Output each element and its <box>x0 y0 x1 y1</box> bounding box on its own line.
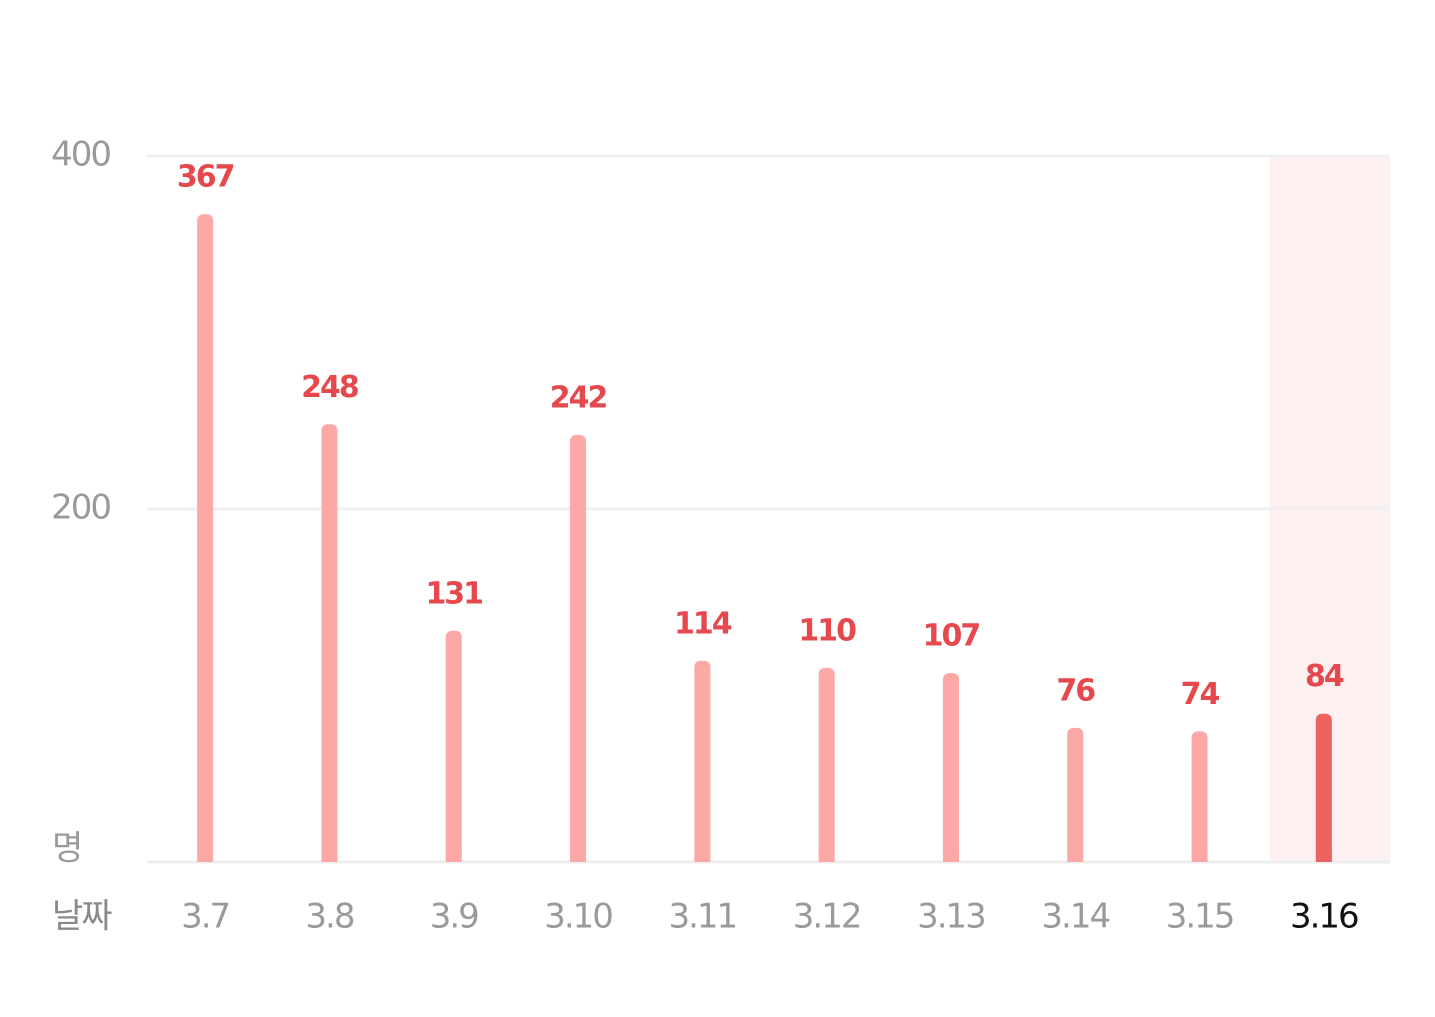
bar <box>445 630 462 862</box>
bar <box>818 667 835 862</box>
value-label: 84 <box>1305 659 1344 694</box>
value-label: 242 <box>550 380 607 415</box>
bar-foot <box>942 854 959 862</box>
value-label: 114 <box>674 606 732 641</box>
value-label: 248 <box>301 370 359 405</box>
bar <box>321 424 338 862</box>
value-label: 107 <box>923 619 980 654</box>
bar-foot <box>694 854 711 862</box>
x-tick-label: 3.14 <box>1041 897 1109 937</box>
bar-foot <box>818 854 835 862</box>
x-tick-label: 3.11 <box>668 897 736 937</box>
bar-foot <box>197 854 214 862</box>
bar <box>1315 713 1332 862</box>
bar <box>197 214 214 862</box>
y-tick-label: 200 <box>51 488 110 528</box>
value-label: 76 <box>1056 673 1095 708</box>
x-tick-label: 3.10 <box>544 897 612 937</box>
bar <box>1191 731 1208 862</box>
x-axis-label: 날짜 <box>52 897 112 937</box>
x-tick-label: 3.9 <box>430 897 478 937</box>
bar <box>1067 727 1084 862</box>
x-tick-label: 3.16 <box>1290 897 1358 937</box>
bar <box>942 673 959 862</box>
bar-foot <box>1067 854 1084 862</box>
bar-foot <box>570 854 587 862</box>
bar-foot <box>321 854 338 862</box>
value-label: 110 <box>798 613 856 648</box>
x-tick-label: 3.8 <box>305 897 353 937</box>
value-label: 131 <box>425 576 482 611</box>
x-tick-label: 3.13 <box>917 897 985 937</box>
bar <box>694 660 711 862</box>
y-tick-label: 400 <box>51 135 110 175</box>
x-tick-label: 3.7 <box>181 897 229 937</box>
value-label: 367 <box>177 160 234 195</box>
x-tick-label: 3.15 <box>1166 897 1234 937</box>
x-tick-label: 3.12 <box>793 897 861 937</box>
value-label: 74 <box>1181 677 1220 712</box>
bar-foot <box>445 854 462 862</box>
bar-foot <box>1191 854 1208 862</box>
y-axis-label: 명 <box>52 829 81 869</box>
bar <box>570 434 587 862</box>
bar-foot <box>1315 854 1332 862</box>
